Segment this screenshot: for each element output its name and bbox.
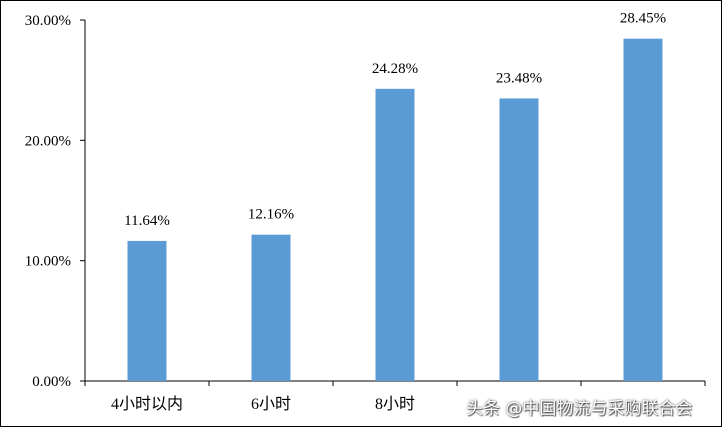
x-tick-label: 8小时 xyxy=(375,395,415,413)
bar-value-label: 11.64% xyxy=(124,213,170,229)
y-tick-label: 0.00% xyxy=(32,374,71,390)
y-tick-label: 30.00% xyxy=(25,13,71,29)
bar-value-label: 12.16% xyxy=(248,207,294,223)
bar-value-label: 28.45% xyxy=(620,11,666,27)
watermark: 头条 @中国物流与采购联合会 xyxy=(466,399,693,419)
bar-value-label: 23.48% xyxy=(496,70,542,86)
bar xyxy=(127,240,167,381)
x-tick-label: 6小时 xyxy=(251,395,291,413)
y-tick-label: 10.00% xyxy=(25,254,71,270)
data-labels: 11.64% 12.16% 24.28% 23.48% 28.45% xyxy=(124,11,666,229)
x-tick-label: 4小时以内 xyxy=(111,395,183,413)
bar-value-label: 24.28% xyxy=(372,61,418,77)
bar xyxy=(251,234,291,381)
bar xyxy=(499,98,539,381)
bar xyxy=(623,38,663,381)
axes: 0.00% 10.00% 20.00% 30.00% 4小时以内 6小时 8小时 xyxy=(25,13,706,413)
bar xyxy=(375,88,415,382)
y-tick-label: 20.00% xyxy=(25,133,71,149)
bars xyxy=(127,38,663,382)
